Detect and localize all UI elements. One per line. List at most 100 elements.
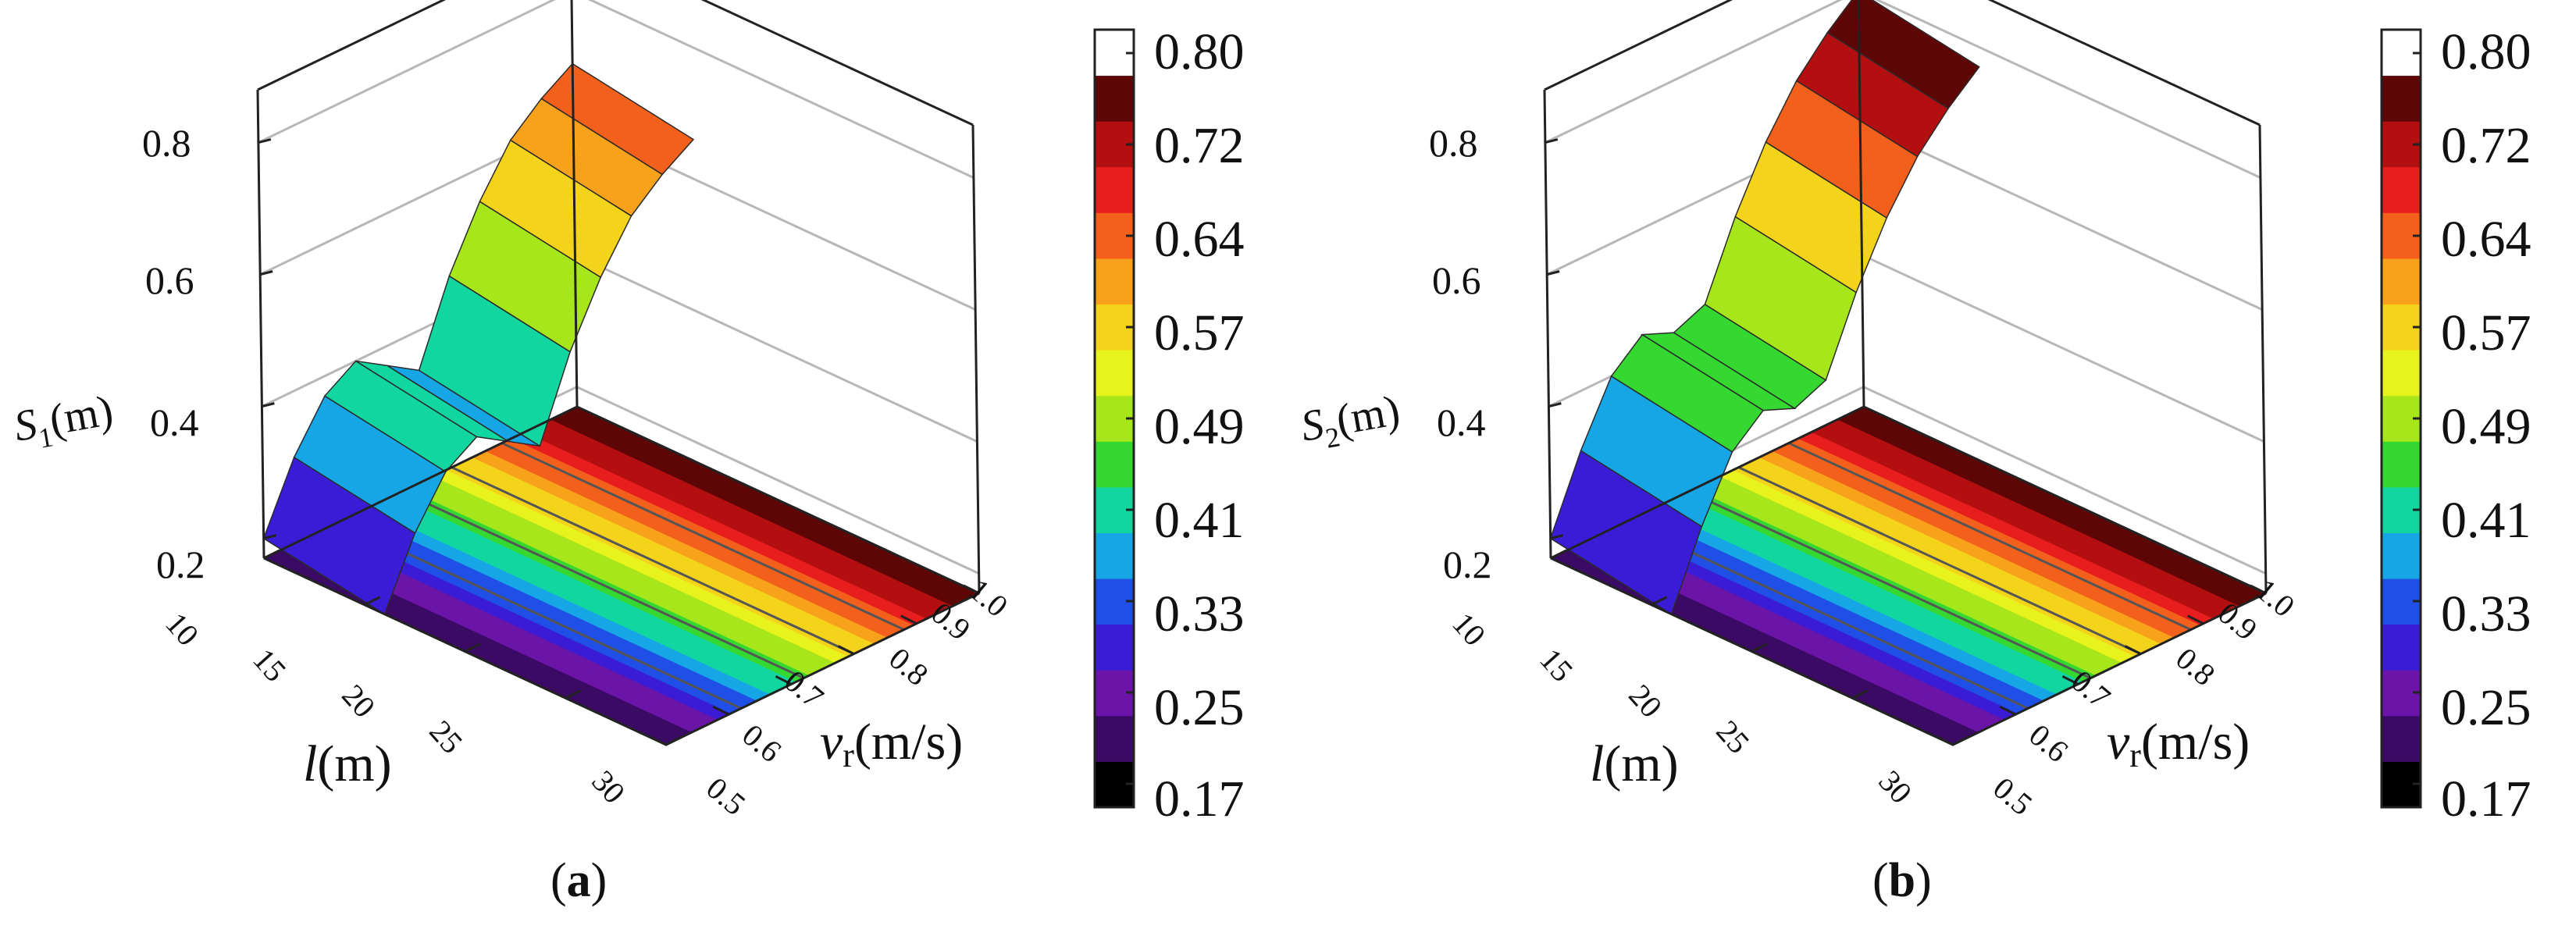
colorbar-tick-0.57: 0.57: [2441, 304, 2531, 361]
v-tick-mark: [650, 735, 667, 746]
z-tick-0.8: 0.8: [1429, 121, 1478, 165]
colorbar-segment: [2382, 350, 2421, 397]
colorbar-segment: [2382, 166, 2421, 213]
colorbar-segment: [1095, 350, 1134, 397]
colorbar-segment: [1095, 166, 1134, 213]
z-tick-0.4: 0.4: [150, 400, 199, 444]
colorbar-segment: [1095, 532, 1134, 579]
colorbar-tick-0.72: 0.72: [1154, 117, 1245, 174]
colorbar-tick-0.25: 0.25: [1154, 679, 1245, 736]
box-edge: [1543, 89, 1552, 559]
colorbar-segment: [2382, 441, 2421, 488]
z-tick-0.6: 0.6: [1432, 258, 1481, 302]
colorbar-tick-0.64: 0.64: [1154, 211, 1245, 268]
z-tick-mark: [259, 270, 273, 276]
colorbar-segment: [2382, 715, 2421, 762]
l-tick-mark: [565, 689, 582, 699]
box-edge: [570, 0, 579, 408]
colorbar-tick-0.17: 0.17: [1154, 771, 1245, 828]
contour-line: [401, 490, 805, 680]
surface-3d: [1549, 0, 1980, 615]
v-axis-title: vr(m/s): [2107, 714, 2250, 774]
l-tick-mark: [464, 642, 482, 653]
v-tick-mark: [775, 675, 793, 685]
z-axis-title: S1(m): [10, 386, 117, 458]
panel-label-b: (b): [1872, 854, 1932, 907]
l-tick-20: 20: [1622, 678, 1669, 724]
l-tick-mark: [1851, 689, 1869, 699]
box-edge: [1550, 405, 2267, 595]
z-tick-0.4: 0.4: [1437, 400, 1486, 444]
z-tick-mark: [1550, 534, 1564, 540]
z-tick-mark: [1545, 138, 1559, 144]
v-tick-0.8: 0.8: [882, 640, 935, 692]
contour-line: [501, 442, 905, 631]
l-tick-25: 25: [1709, 714, 1756, 760]
l-tick-15: 15: [246, 642, 293, 689]
l-tick-mark: [263, 549, 280, 560]
v-axis-title: vr(m/s): [820, 714, 963, 774]
l-tick-mark: [1651, 596, 1668, 607]
colorbar-tick-0.25: 0.25: [2441, 679, 2531, 736]
z-tick-mark: [263, 534, 277, 540]
colorbar-segment: [2382, 75, 2421, 122]
surface-patch: [1826, 0, 1980, 109]
l-tick-mark: [1751, 642, 1769, 653]
l-tick-15: 15: [1533, 642, 1580, 689]
box-frame: [256, 0, 981, 746]
v-tick-0.6: 0.6: [736, 717, 788, 769]
z-tick-0.2: 0.2: [1443, 543, 1492, 586]
l-tick-30: 30: [1872, 763, 1919, 810]
colorbar-tick-0.17: 0.17: [2441, 771, 2531, 828]
panel-a: 0.8 0.6 0.4 0.2 S1(m) 10 15 20 25 30 l(m…: [10, 0, 1245, 907]
box-edge: [1544, 0, 2261, 126]
v-tick-mark: [712, 705, 729, 716]
l-tick-10: 10: [159, 606, 205, 653]
colorbar: [1093, 28, 1135, 809]
box-edge: [257, 0, 974, 126]
z-tick-mark: [258, 138, 272, 144]
panel-b: 0.8 0.6 0.4 0.2 S2(m) 10 15 20 25 30 l(m…: [1297, 0, 2531, 907]
l-tick-mark: [1550, 549, 1567, 560]
grid-line: [1545, 0, 2261, 179]
z-tick-mark: [262, 402, 275, 408]
colorbar-tick-0.80: 0.80: [1154, 23, 1245, 80]
colorbar-segment: [1095, 624, 1134, 671]
v-tick-mark: [2250, 584, 2267, 595]
box-edge: [2258, 124, 2268, 594]
box-edge: [1857, 0, 1865, 408]
l-tick-10: 10: [1445, 606, 1492, 653]
colorbar-segment: [1095, 75, 1134, 122]
panel-label-a: (a): [550, 854, 607, 907]
l-tick-30: 30: [585, 763, 632, 810]
colorbar-segment: [1095, 441, 1134, 488]
colorbar-segment: [2382, 532, 2421, 579]
v-tick-0.6: 0.6: [2022, 717, 2075, 769]
colorbar-tick-0.41: 0.41: [2441, 492, 2531, 549]
colorbar-tick-0.49: 0.49: [1154, 398, 1245, 455]
v-tick-mark: [2124, 645, 2142, 655]
colorbar-tick-0.49: 0.49: [2441, 398, 2531, 455]
grid-line: [258, 0, 974, 179]
contour-line: [1687, 490, 2092, 680]
colorbar-tick-0.41: 0.41: [1154, 492, 1245, 549]
z-axis-title: S2(m): [1297, 386, 1404, 458]
z-tick-0.6: 0.6: [145, 258, 194, 302]
box-edge: [971, 124, 981, 594]
colorbar-tick-0.33: 0.33: [2441, 586, 2531, 642]
box-edge: [263, 405, 980, 595]
colorbar-segment: [2382, 624, 2421, 671]
v-tick-mark: [1936, 735, 1954, 746]
z-tick-mark: [1546, 270, 1560, 276]
surface-3d: [262, 62, 695, 615]
colorbar-tick-0.33: 0.33: [1154, 586, 1245, 642]
contour-line: [451, 466, 855, 655]
floor-contour-map: [262, 406, 981, 746]
l-tick-25: 25: [422, 714, 469, 760]
v-tick-mark: [2061, 675, 2079, 685]
v-tick-mark: [900, 614, 917, 625]
contour-line: [1737, 466, 2142, 655]
v-tick-mark: [2187, 614, 2204, 625]
colorbar-segment: [2382, 258, 2421, 305]
